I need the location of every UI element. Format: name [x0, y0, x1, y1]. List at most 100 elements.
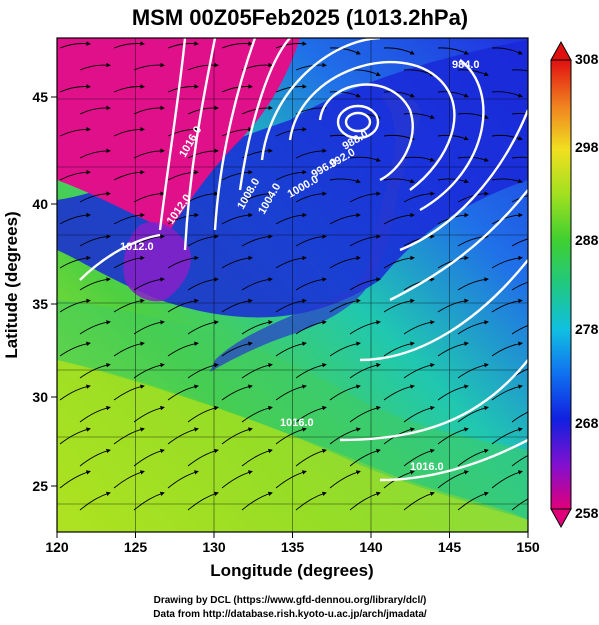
streamline [79, 362, 111, 379]
streamline [113, 84, 145, 93]
colorbar-tick-label: 268 [575, 415, 599, 431]
streamline [329, 470, 361, 489]
streamline [457, 362, 489, 379]
y-tick-label: 30 [32, 389, 48, 405]
streamline [133, 105, 165, 115]
streamline [491, 255, 523, 269]
credit-line-2: Data from http://database.rish.kyoto-u.a… [153, 609, 427, 620]
colorbar-tick-label: 258 [575, 505, 599, 521]
streamline [275, 212, 307, 225]
streamline [241, 234, 273, 247]
isobar-1012 [183, 38, 528, 362]
streamline [511, 69, 528, 72]
streamline [113, 341, 145, 357]
streamline [383, 212, 415, 225]
streamline [349, 491, 381, 511]
streamline [511, 156, 528, 159]
streamline [187, 405, 219, 423]
streamline [349, 156, 381, 162]
streamline [329, 341, 361, 357]
streamline [59, 169, 91, 181]
colorbar-tick-label: 278 [575, 321, 599, 337]
streamline [79, 234, 111, 247]
streamline [241, 405, 273, 423]
streamline [491, 298, 523, 313]
streamline [167, 298, 199, 313]
isobar-988 [336, 104, 380, 140]
streamline [437, 427, 469, 445]
streamline [113, 127, 145, 137]
streamline [329, 47, 361, 55]
streamline [329, 384, 361, 401]
isobar-1016 [158, 38, 528, 442]
streamline [491, 384, 523, 401]
streamline [403, 362, 435, 379]
streamline [511, 238, 528, 247]
streamline [403, 191, 435, 203]
streamline [113, 298, 145, 313]
x-axis-label: Longitude (degrees) [210, 561, 373, 580]
y-axis-label: Latitude (degrees) [2, 211, 21, 358]
streamline [79, 105, 111, 115]
streamline [187, 105, 219, 115]
streamline [275, 41, 307, 49]
streamline [511, 281, 528, 291]
streamline [403, 156, 435, 162]
plot-area: 984.0 988.0 992.0 996.0 1000.0 1004.0 10… [57, 38, 528, 532]
streamline [329, 91, 361, 98]
streamline [491, 212, 523, 225]
credit-line-1: Drawing by DCL (https://www.gfd-dennou.o… [154, 595, 427, 606]
streamline [437, 341, 469, 357]
streamline [295, 277, 327, 291]
streamline [491, 470, 523, 489]
streamline [403, 277, 435, 291]
streamline [79, 448, 111, 467]
streamline [113, 470, 145, 489]
streamline [133, 148, 165, 159]
streamline [133, 320, 165, 335]
streamline [383, 91, 415, 98]
figure-title: MSM 00Z05Feb2025 (1013.2hPa) [132, 5, 468, 30]
streamline [167, 255, 199, 269]
isobar-1008 [213, 38, 528, 302]
streamline [349, 234, 381, 247]
isobar-1004 [238, 38, 528, 252]
streamline [403, 405, 435, 423]
isobar-984 [344, 111, 372, 133]
streamline [275, 255, 307, 269]
streamline [437, 384, 469, 401]
streamline [221, 212, 253, 225]
colorbar-top-arrow [550, 40, 572, 61]
streamline [275, 470, 307, 489]
streamline [383, 178, 415, 184]
streamline [437, 134, 469, 141]
streamline [167, 127, 199, 137]
streamline [491, 341, 523, 357]
streamline [329, 178, 361, 184]
colorbar [550, 40, 572, 529]
streamline [295, 234, 327, 247]
streamline [79, 277, 111, 291]
streamline [275, 384, 307, 401]
isobar-label: 1012.0 [120, 241, 154, 253]
streamline [295, 405, 327, 423]
streamline [403, 320, 435, 335]
x-tick-label: 130 [202, 539, 226, 555]
streamline [295, 62, 327, 71]
streamline [59, 470, 91, 489]
streamline [241, 362, 273, 379]
x-axis [56, 532, 529, 538]
colorbar-gradient [550, 59, 572, 510]
streamline [221, 127, 253, 137]
streamline [329, 298, 361, 313]
streamline [79, 405, 111, 423]
streamline [167, 169, 199, 181]
streamline [221, 384, 253, 401]
colorbar-tick-label: 298 [575, 139, 599, 155]
streamline [349, 448, 381, 467]
streamline [383, 341, 415, 357]
y-tick-label: 25 [32, 478, 48, 494]
streamline [59, 41, 91, 49]
streamline [113, 212, 145, 225]
x-tick-label: 150 [516, 539, 540, 555]
